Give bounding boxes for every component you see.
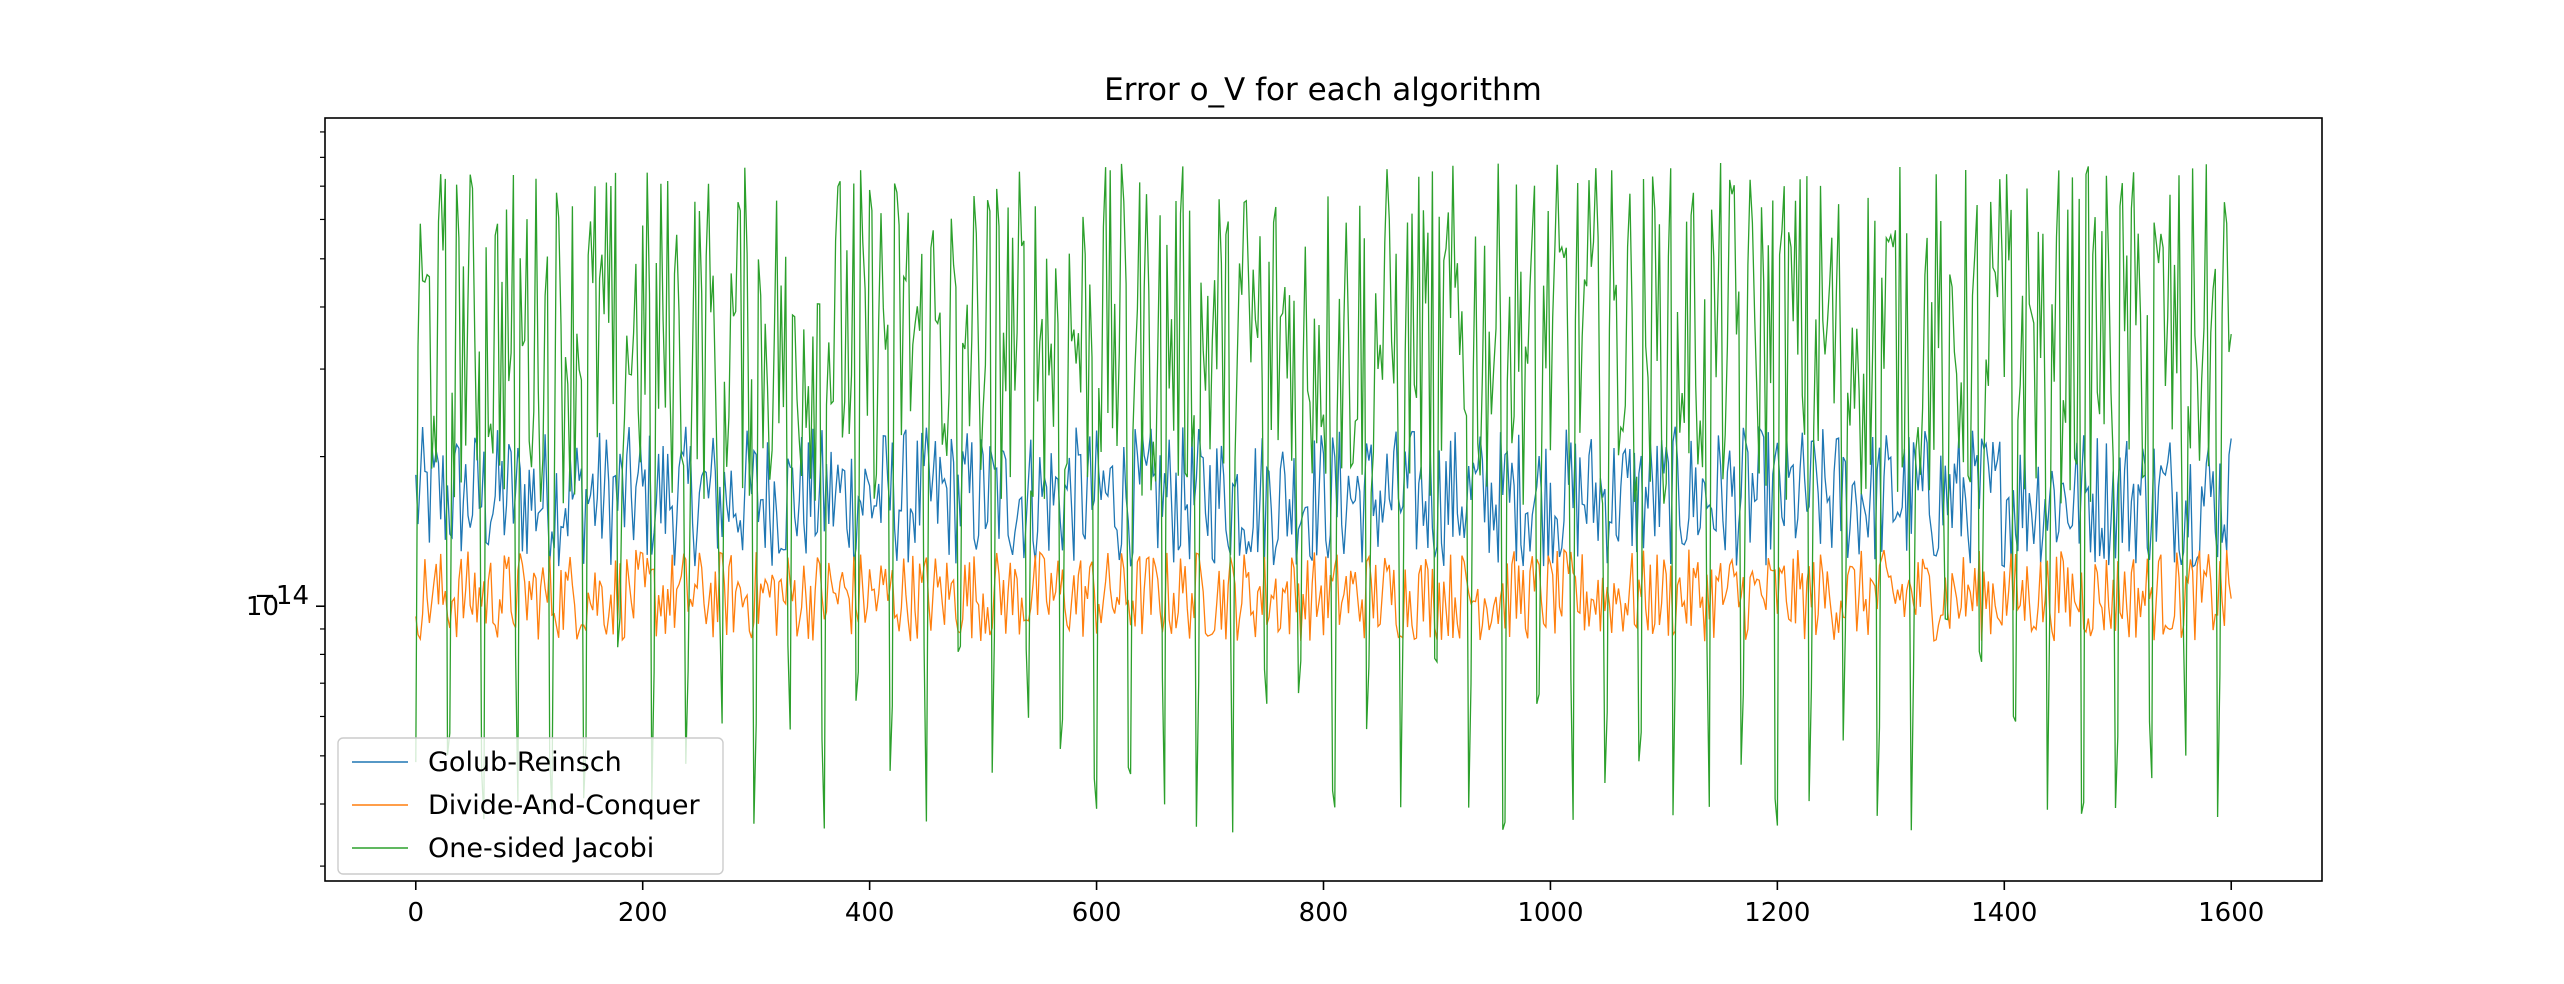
x-tick-label: 400	[845, 898, 895, 928]
x-tick-label: 0	[407, 898, 424, 928]
legend-label: Divide-And-Conquer	[428, 790, 700, 821]
chart-title: Error o_V for each algorithm	[1104, 72, 1542, 108]
x-tick-label: 1000	[1517, 898, 1583, 928]
series-line-one-sided-jacobi	[415, 162, 2232, 833]
x-axis: 0 200 400 600 800 1000 1200 1400 1600	[407, 881, 2264, 928]
y-tick-label-exponent: −14	[254, 581, 309, 611]
x-tick-label: 1600	[2198, 898, 2264, 928]
legend-label: One-sided Jacobi	[428, 833, 654, 864]
legend: Golub-Reinsch Divide-And-Conquer One-sided…	[337, 737, 724, 875]
y-axis: 10−14	[246, 131, 325, 867]
series-layer	[415, 162, 2232, 833]
legend-box	[337, 737, 724, 875]
y-tick-label: 10	[246, 592, 279, 622]
x-tick-label: 800	[1299, 898, 1349, 928]
x-tick-label: 1400	[1971, 898, 2037, 928]
x-tick-label: 200	[618, 898, 668, 928]
plot-frame	[324, 117, 2323, 882]
x-tick-label: 600	[1072, 898, 1122, 928]
x-tick-label: 1200	[1744, 898, 1810, 928]
series-line-divide-and-conquer	[415, 548, 2232, 642]
legend-label: Golub-Reinsch	[428, 747, 622, 778]
